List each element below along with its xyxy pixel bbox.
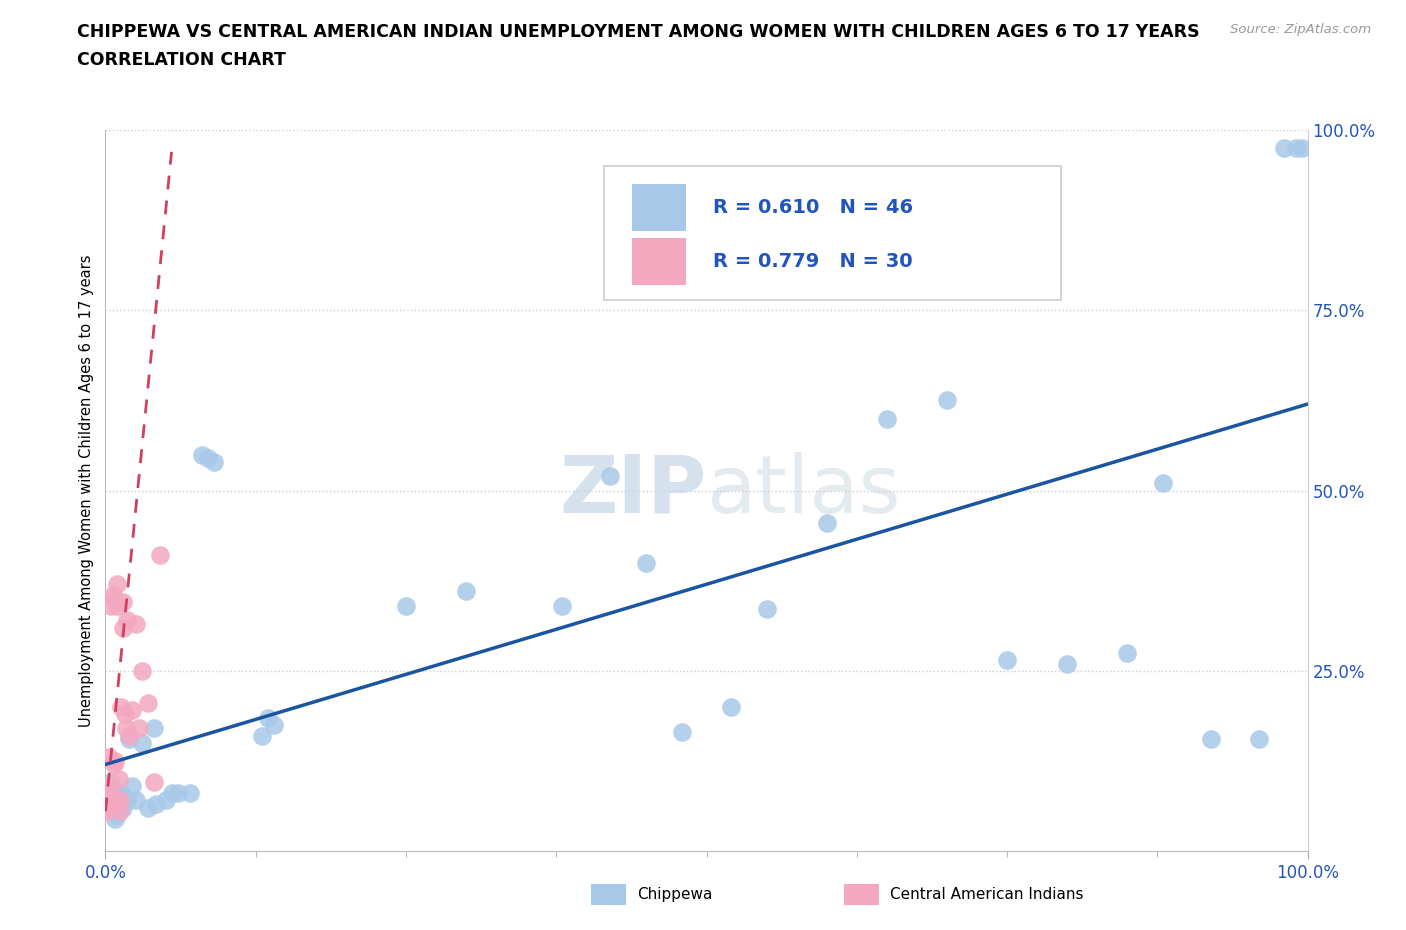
Point bbox=[1152, 476, 1174, 491]
Point bbox=[1201, 732, 1223, 747]
Point bbox=[148, 548, 170, 563]
Point bbox=[250, 728, 273, 743]
Point bbox=[103, 757, 125, 772]
Point bbox=[115, 793, 138, 808]
Point bbox=[104, 811, 127, 826]
Point bbox=[107, 772, 129, 787]
Point bbox=[110, 699, 132, 714]
Point bbox=[107, 577, 129, 591]
Point bbox=[160, 786, 183, 801]
Point bbox=[103, 591, 125, 606]
Point bbox=[179, 786, 201, 801]
Point bbox=[142, 721, 165, 736]
Point bbox=[121, 703, 143, 718]
Point bbox=[1116, 645, 1139, 660]
Point bbox=[108, 786, 131, 801]
Point bbox=[197, 451, 219, 466]
Point bbox=[112, 595, 135, 610]
Point bbox=[1272, 140, 1295, 155]
Point bbox=[96, 804, 118, 818]
Point bbox=[107, 599, 129, 614]
Point bbox=[121, 778, 143, 793]
Point bbox=[136, 800, 159, 815]
Text: ZIP: ZIP bbox=[560, 452, 707, 529]
Point bbox=[112, 620, 135, 635]
FancyBboxPatch shape bbox=[605, 166, 1062, 299]
Point bbox=[112, 790, 135, 804]
Point bbox=[101, 800, 124, 815]
Point bbox=[142, 775, 165, 790]
Y-axis label: Unemployment Among Women with Children Ages 6 to 17 years: Unemployment Among Women with Children A… bbox=[79, 254, 94, 727]
Point bbox=[155, 793, 177, 808]
Point bbox=[118, 728, 141, 743]
Point bbox=[124, 617, 146, 631]
Point bbox=[636, 555, 658, 570]
Text: Central American Indians: Central American Indians bbox=[890, 887, 1084, 902]
Point bbox=[136, 696, 159, 711]
Point bbox=[1249, 732, 1271, 747]
Text: Chippewa: Chippewa bbox=[637, 887, 713, 902]
Point bbox=[128, 721, 150, 736]
Point bbox=[114, 707, 136, 722]
Point bbox=[202, 455, 225, 470]
Text: R = 0.610   N = 46: R = 0.610 N = 46 bbox=[713, 198, 912, 218]
Point bbox=[815, 515, 838, 530]
Point bbox=[166, 786, 188, 801]
Point bbox=[107, 807, 129, 822]
Point bbox=[100, 599, 122, 614]
Text: atlas: atlas bbox=[707, 452, 901, 529]
Point bbox=[936, 393, 959, 408]
Point bbox=[115, 721, 138, 736]
Point bbox=[876, 411, 898, 426]
Point bbox=[454, 584, 477, 599]
Text: Source: ZipAtlas.com: Source: ZipAtlas.com bbox=[1230, 23, 1371, 36]
Text: R = 0.779   N = 30: R = 0.779 N = 30 bbox=[713, 252, 912, 272]
Point bbox=[108, 793, 131, 808]
FancyBboxPatch shape bbox=[631, 238, 686, 286]
Point bbox=[131, 663, 153, 678]
Point bbox=[98, 778, 121, 793]
Point bbox=[256, 711, 278, 725]
Point bbox=[101, 588, 124, 603]
Point bbox=[599, 469, 621, 484]
Point bbox=[98, 800, 121, 815]
Point bbox=[118, 732, 141, 747]
Point bbox=[108, 804, 131, 818]
Point bbox=[551, 599, 574, 614]
Text: CHIPPEWA VS CENTRAL AMERICAN INDIAN UNEMPLOYMENT AMONG WOMEN WITH CHILDREN AGES : CHIPPEWA VS CENTRAL AMERICAN INDIAN UNEM… bbox=[77, 23, 1199, 41]
Point bbox=[145, 797, 167, 812]
Point bbox=[755, 602, 778, 617]
Point bbox=[124, 793, 146, 808]
Point bbox=[190, 447, 212, 462]
FancyBboxPatch shape bbox=[631, 184, 686, 232]
Point bbox=[107, 786, 129, 801]
Point bbox=[104, 753, 127, 768]
Point bbox=[115, 613, 138, 628]
Point bbox=[1284, 140, 1306, 155]
Point bbox=[1291, 140, 1313, 155]
Point bbox=[1056, 657, 1078, 671]
Point bbox=[671, 724, 693, 739]
Point bbox=[97, 786, 120, 801]
Point bbox=[98, 750, 121, 764]
Point bbox=[395, 599, 418, 614]
Point bbox=[995, 653, 1018, 668]
Point bbox=[100, 775, 122, 790]
Point bbox=[105, 793, 128, 808]
Point bbox=[112, 800, 135, 815]
Point bbox=[263, 717, 285, 732]
Text: CORRELATION CHART: CORRELATION CHART bbox=[77, 51, 287, 69]
Point bbox=[720, 699, 742, 714]
Point bbox=[131, 736, 153, 751]
